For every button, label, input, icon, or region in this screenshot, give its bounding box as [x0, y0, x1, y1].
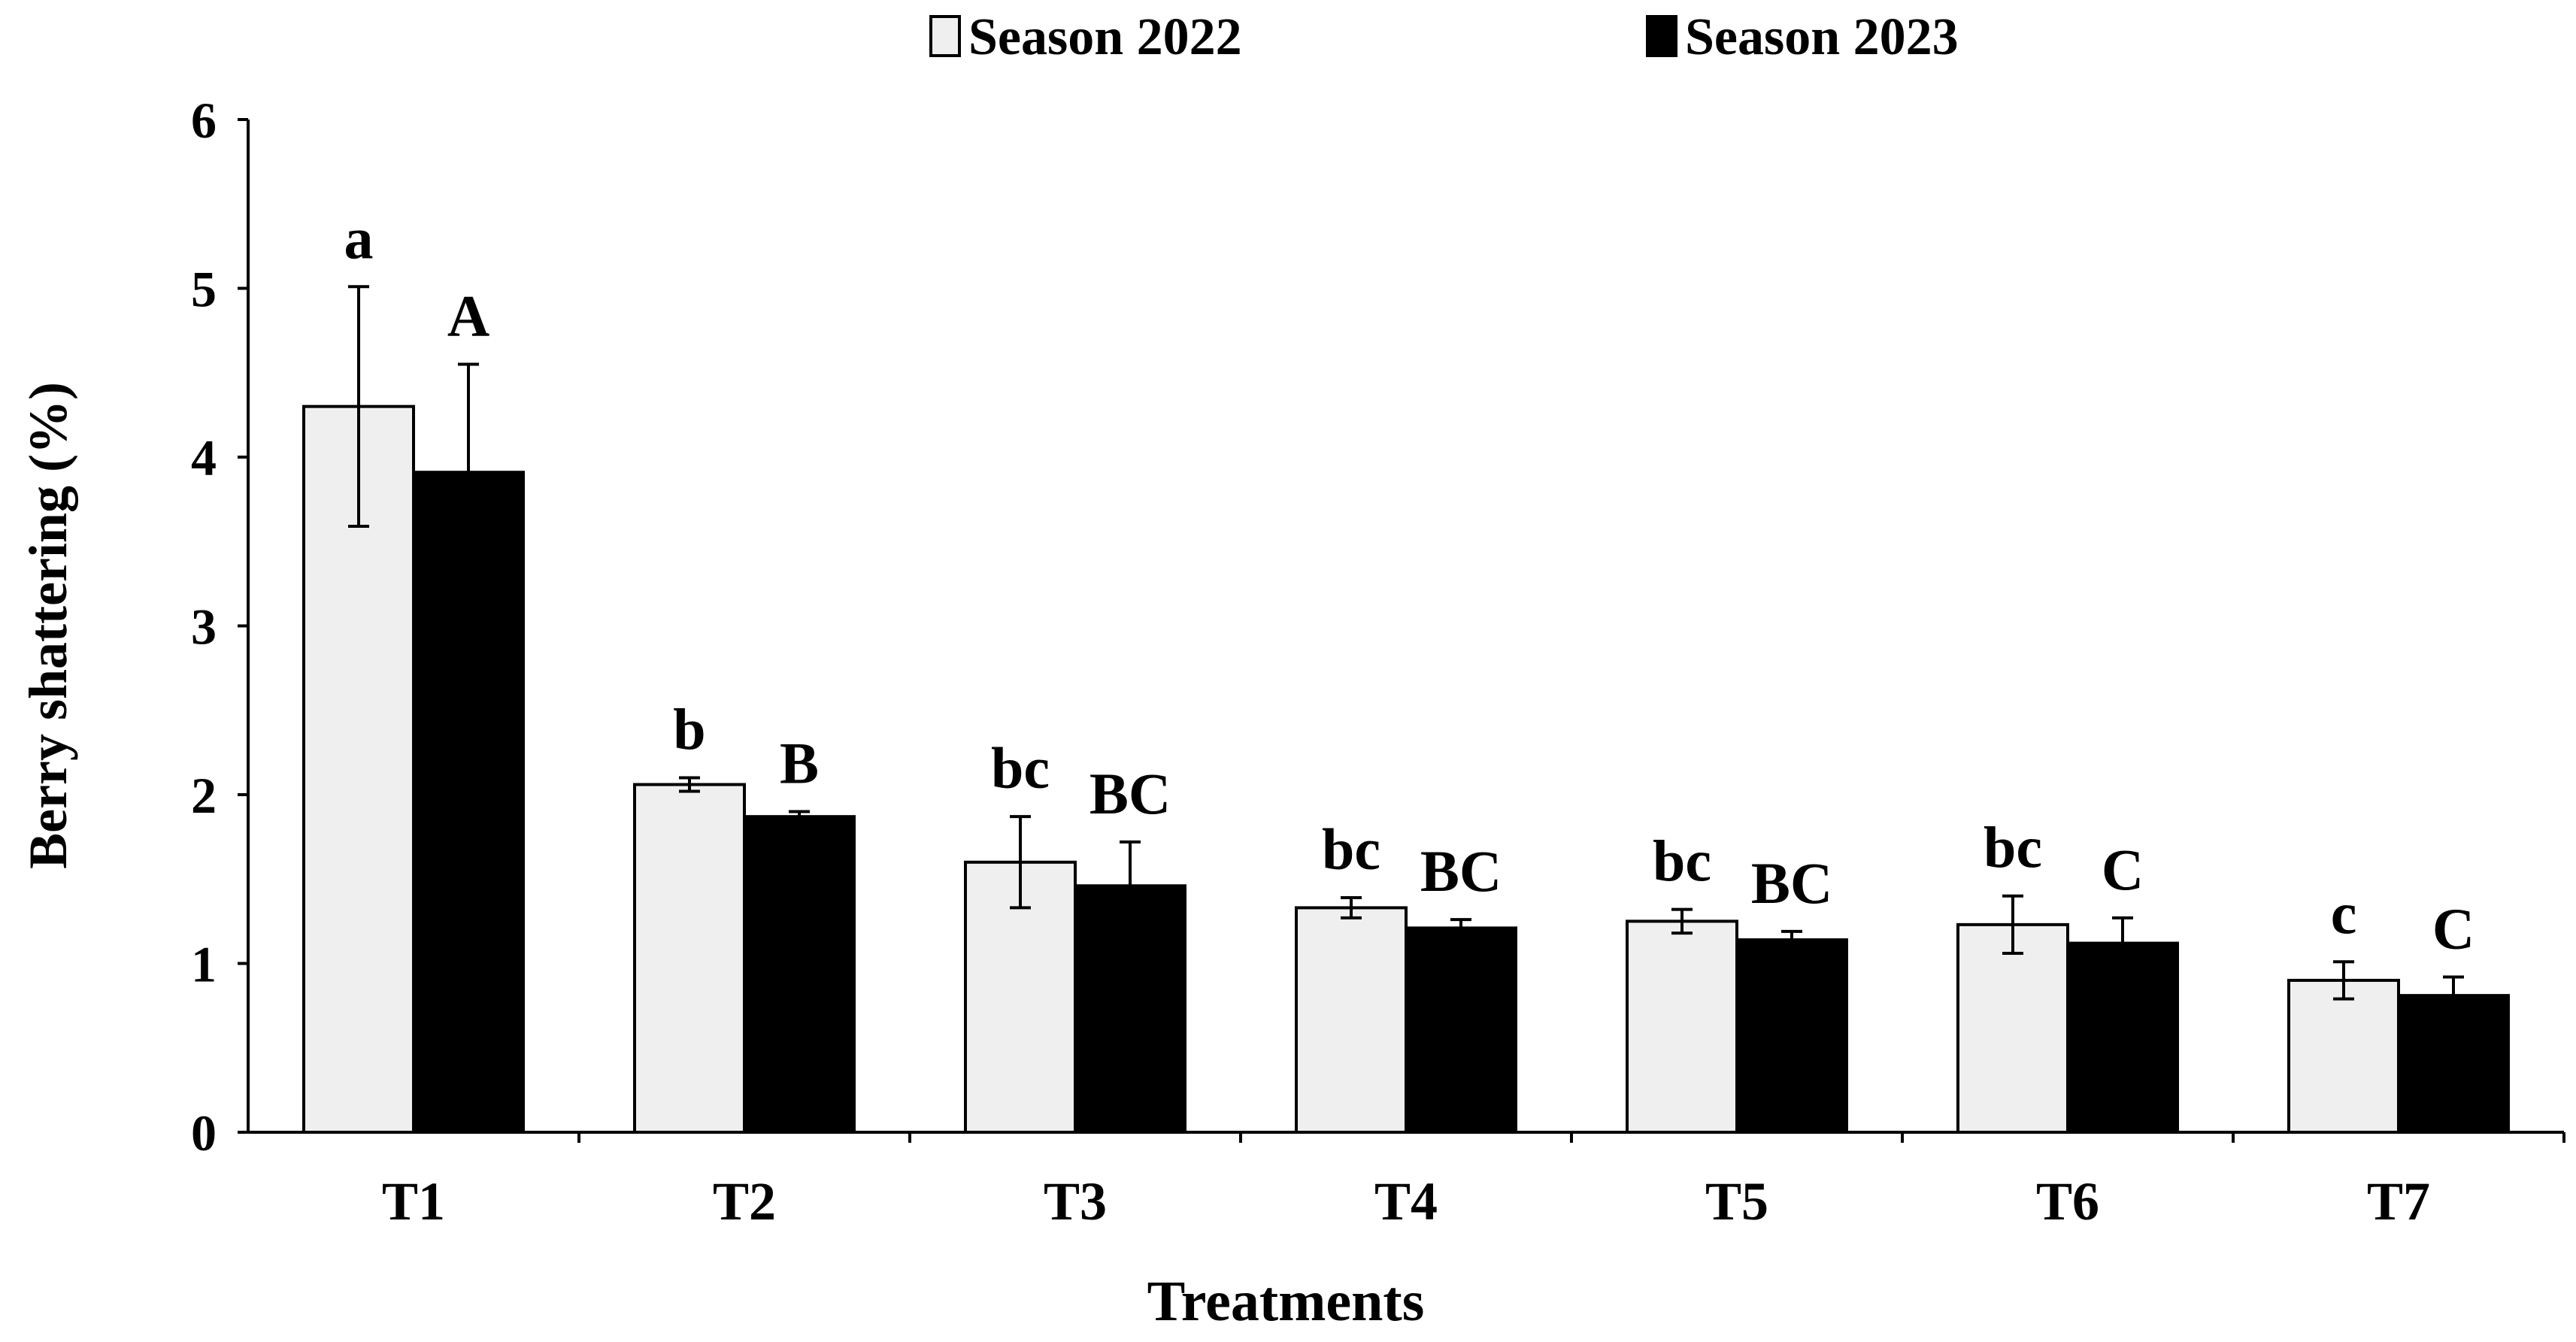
bar-t6-season-2023 — [2066, 941, 2179, 1134]
significance-letter: BC — [1751, 850, 1832, 916]
x-axis-title: Treatments — [1147, 1270, 1425, 1333]
error-bars — [348, 285, 2464, 1016]
y-tick-label: 6 — [191, 92, 217, 149]
x-tick-label-t7: T7 — [2367, 1171, 2430, 1231]
x-tick-label-t6: T6 — [2036, 1171, 2099, 1231]
y-axis-title: Berry shattering (%) — [18, 382, 78, 869]
y-tick-label: 5 — [191, 261, 217, 318]
x-tick-label-t3: T3 — [1044, 1171, 1107, 1231]
bar-t7-season-2022 — [2287, 978, 2400, 1134]
significance-letter: C — [2432, 895, 2474, 961]
significance-letter: c — [2331, 880, 2357, 946]
bar-t4-season-2023 — [1405, 926, 1517, 1134]
bar-t5-season-2022 — [1626, 919, 1738, 1134]
significance-letter: bc — [1653, 829, 1711, 894]
x-tick-label-t2: T2 — [713, 1171, 776, 1231]
x-tick-label-t4: T4 — [1374, 1171, 1438, 1231]
significance-letter: BC — [1089, 761, 1171, 826]
significance-letter: BC — [1420, 838, 1502, 904]
significance-letter: bc — [1322, 816, 1380, 882]
bars — [302, 404, 2510, 1134]
bar-t1-season-2023 — [412, 471, 525, 1134]
legend-swatch-season-2023 — [1646, 15, 1677, 57]
significance-letter: A — [447, 283, 489, 349]
axes — [247, 120, 2564, 1134]
significance-letter: bc — [1984, 815, 2042, 880]
legend-label-season-2023: Season 2023 — [1685, 8, 1959, 66]
bar-t2-season-2023 — [743, 815, 856, 1134]
y-tick-label: 2 — [191, 767, 217, 824]
bar-t2-season-2022 — [633, 783, 746, 1134]
significance-letter: bc — [991, 735, 1050, 801]
significance-letter: a — [344, 205, 374, 271]
x-tick-label-t1: T1 — [382, 1171, 445, 1231]
bar-t4-season-2022 — [1295, 906, 1408, 1134]
bar-t5-season-2023 — [1735, 938, 1848, 1134]
significance-letter: b — [673, 697, 705, 762]
bar-t7-season-2023 — [2397, 994, 2510, 1134]
legend-swatch-season-2022 — [929, 15, 961, 57]
significance-letter: B — [780, 730, 819, 795]
y-tick-label: 4 — [191, 429, 217, 486]
y-tick-label: 0 — [191, 1104, 217, 1162]
bar-t6-season-2022 — [1956, 922, 2069, 1134]
legend: Season 2022 Season 2023 — [929, 8, 1959, 66]
x-axis-ticks: T1 T2 T3 T4 T5 T6 T7 — [382, 1132, 2565, 1231]
y-axis-ticks: 0 1 2 3 4 5 6 — [191, 92, 248, 1162]
significance-letter: C — [2102, 837, 2144, 902]
legend-label-season-2022: Season 2022 — [968, 8, 1242, 66]
x-tick-label-t5: T5 — [1705, 1171, 1768, 1231]
significance-letters: a Ab B bc BC bc BC bc BC bc Cc C — [344, 205, 2475, 961]
y-tick-label: 1 — [191, 936, 217, 993]
y-tick-label: 3 — [191, 598, 217, 656]
